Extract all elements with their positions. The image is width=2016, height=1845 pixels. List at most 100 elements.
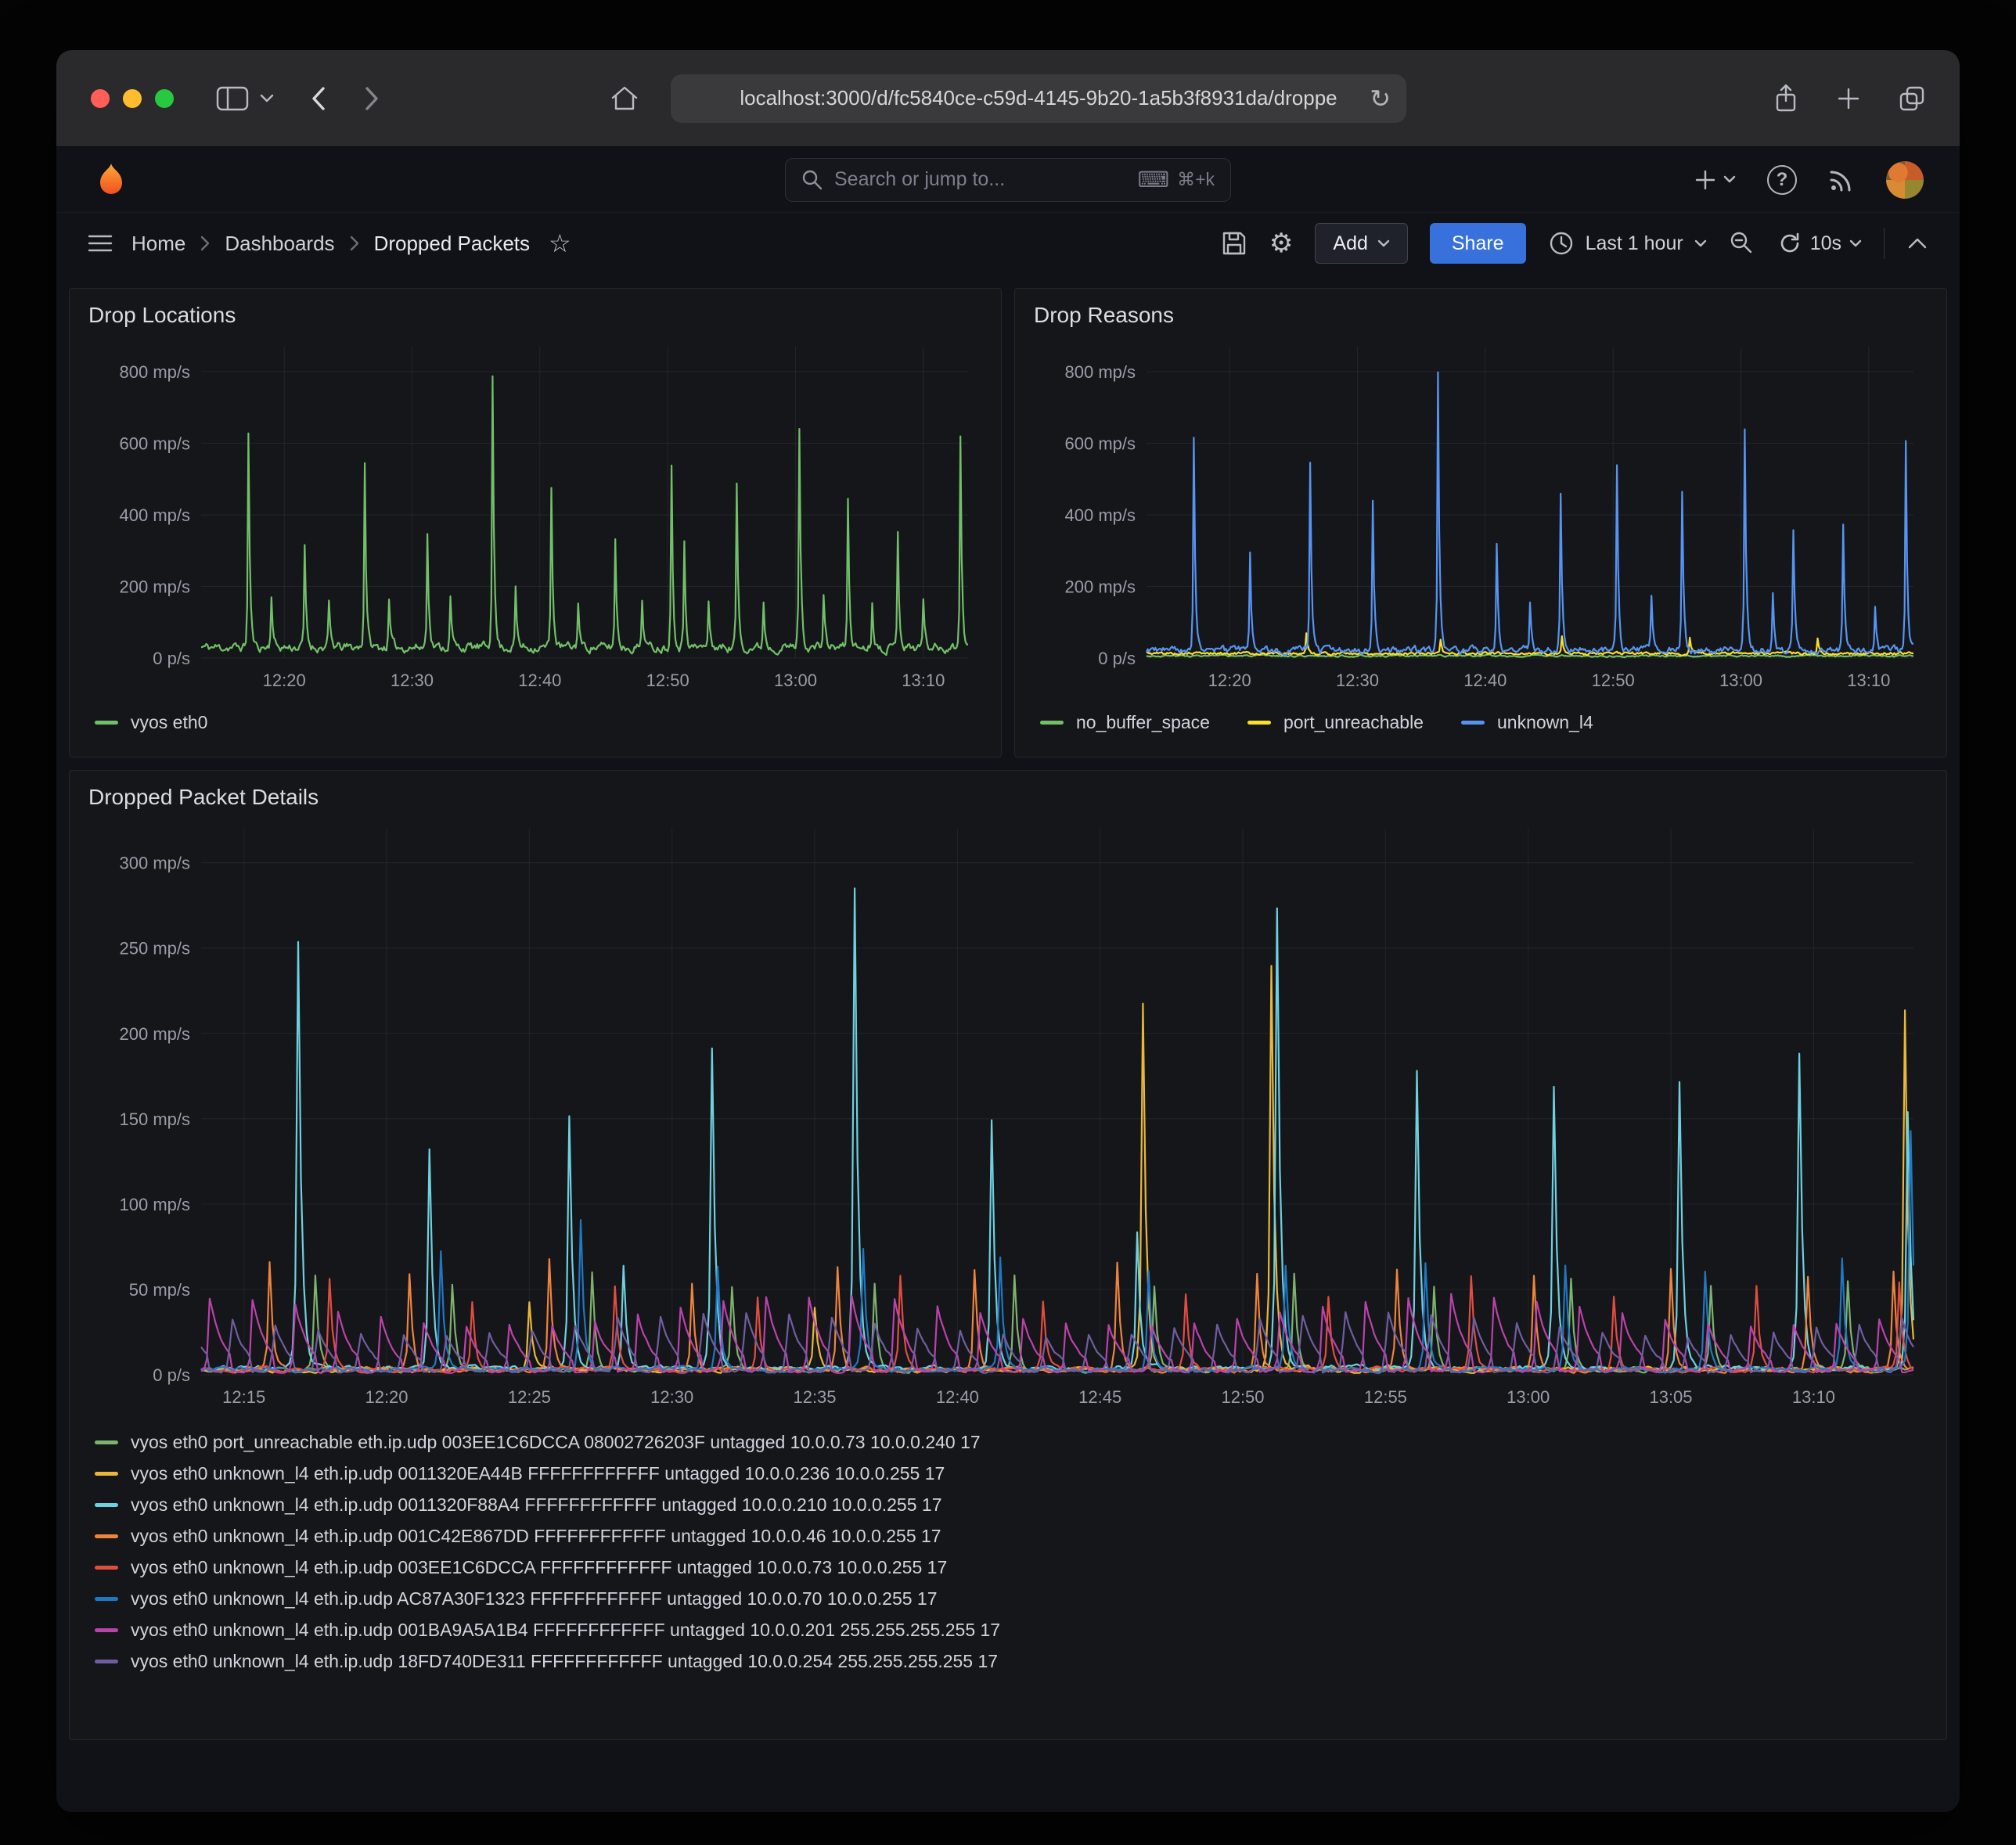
search-box[interactable]: ⌨ ⌘+k bbox=[785, 157, 1231, 202]
svg-text:400 mp/s: 400 mp/s bbox=[120, 505, 191, 525]
svg-text:300 mp/s: 300 mp/s bbox=[120, 854, 191, 873]
breadcrumb-current[interactable]: Dropped Packets bbox=[373, 231, 531, 255]
url-text: localhost:3000/d/fc5840ce-c59d-4145-9b20… bbox=[740, 86, 1337, 110]
favorite-star-icon[interactable]: ☆ bbox=[549, 229, 571, 257]
panel-title[interactable]: Drop Locations bbox=[88, 303, 236, 327]
svg-text:12:40: 12:40 bbox=[518, 671, 561, 690]
search-input[interactable] bbox=[834, 168, 1127, 191]
legend-label: vyos eth0 unknown_l4 eth.ip.udp 001BA9A5… bbox=[131, 1619, 1001, 1640]
toolbar-actions: ⚙ Add Share Last 1 hour bbox=[1221, 223, 1928, 264]
svg-text:0 p/s: 0 p/s bbox=[153, 1365, 190, 1385]
gear-icon[interactable]: ⚙ bbox=[1269, 228, 1294, 258]
svg-text:12:50: 12:50 bbox=[1592, 671, 1635, 690]
save-icon[interactable] bbox=[1221, 230, 1247, 257]
legend-item[interactable]: vyos eth0 unknown_l4 eth.ip.udp 003EE1C6… bbox=[95, 1552, 1932, 1583]
svg-text:150 mp/s: 150 mp/s bbox=[120, 1110, 191, 1129]
panel-drop-reasons: Drop Reasons 0 p/s 200 mp/s 400 mp/s 600 mp… bbox=[1014, 288, 1947, 757]
minimize-button[interactable] bbox=[123, 88, 142, 108]
svg-text:13:00: 13:00 bbox=[1507, 1387, 1550, 1407]
drop-reasons-legend: no_buffer_space port_unreachable unknown_l… bbox=[1029, 697, 1932, 738]
new-menu-button[interactable] bbox=[1694, 168, 1736, 192]
svg-text:13:10: 13:10 bbox=[1847, 671, 1890, 690]
series-color-swatch bbox=[95, 1534, 118, 1538]
svg-text:50 mp/s: 50 mp/s bbox=[129, 1280, 190, 1300]
legend-item[interactable]: no_buffer_space bbox=[1040, 707, 1210, 738]
legend-item[interactable]: vyos eth0 port_unreachable eth.ip.udp 00… bbox=[95, 1426, 1932, 1458]
svg-text:12:30: 12:30 bbox=[1336, 671, 1379, 690]
legend-item[interactable]: vyos eth0 unknown_l4 eth.ip.udp AC87A30F… bbox=[95, 1583, 1932, 1614]
svg-text:12:30: 12:30 bbox=[391, 671, 434, 690]
add-button[interactable]: Add bbox=[1315, 223, 1408, 264]
legend-item[interactable]: vyos eth0 unknown_l4 eth.ip.udp 001BA9A5… bbox=[95, 1614, 1932, 1645]
collapse-toolbar-icon[interactable] bbox=[1906, 236, 1928, 250]
legend-item[interactable]: vyos eth0 unknown_l4 eth.ip.udp 0011320E… bbox=[95, 1458, 1932, 1489]
svg-text:12:15: 12:15 bbox=[222, 1387, 265, 1407]
window-controls bbox=[91, 88, 174, 108]
dropped-packet-details-chart[interactable]: 0 p/s 50 mp/s 100 mp/s 150 mp/s 200 mp/s 250 … bbox=[84, 818, 1932, 1414]
share-button[interactable]: Share bbox=[1429, 223, 1526, 264]
clock-icon bbox=[1548, 230, 1575, 257]
svg-text:12:45: 12:45 bbox=[1078, 1387, 1121, 1407]
legend-item[interactable]: port_unreachable bbox=[1247, 707, 1424, 738]
svg-text:200 mp/s: 200 mp/s bbox=[120, 1024, 191, 1044]
forward-button[interactable] bbox=[363, 85, 380, 112]
drop-reasons-chart[interactable]: 0 p/s 200 mp/s 400 mp/s 600 mp/s 800 mp/s 12:… bbox=[1029, 336, 1932, 697]
legend-item[interactable]: vyos eth0 bbox=[95, 707, 207, 738]
breadcrumb-home[interactable]: Home bbox=[131, 231, 186, 255]
panel-title[interactable]: Drop Reasons bbox=[1034, 303, 1174, 327]
time-range-picker[interactable]: Last 1 hour bbox=[1548, 230, 1707, 257]
menu-icon[interactable] bbox=[88, 234, 113, 253]
svg-text:800 mp/s: 800 mp/s bbox=[1065, 362, 1136, 382]
user-avatar[interactable] bbox=[1886, 160, 1924, 199]
svg-text:13:00: 13:00 bbox=[774, 671, 817, 690]
svg-text:12:20: 12:20 bbox=[1208, 671, 1251, 690]
series-color-swatch bbox=[1247, 720, 1271, 725]
dashboard-toolbar: Home Dashboards Dropped Packets ☆ ⚙ Add bbox=[56, 213, 1960, 274]
dropped-packet-details-legend: vyos eth0 port_unreachable eth.ip.udp 00… bbox=[84, 1414, 1932, 1677]
panel-title[interactable]: Dropped Packet Details bbox=[88, 785, 319, 809]
url-field[interactable]: localhost:3000/d/fc5840ce-c59d-4145-9b20… bbox=[671, 74, 1406, 123]
svg-text:400 mp/s: 400 mp/s bbox=[1065, 505, 1136, 525]
help-button[interactable]: ? bbox=[1767, 164, 1797, 195]
series-color-swatch bbox=[95, 1627, 118, 1632]
svg-text:13:05: 13:05 bbox=[1649, 1387, 1692, 1407]
plus-icon bbox=[1694, 168, 1717, 192]
legend-label: vyos eth0 unknown_l4 eth.ip.udp 0011320E… bbox=[131, 1462, 945, 1484]
legend-item[interactable]: vyos eth0 unknown_l4 eth.ip.udp 001C42E8… bbox=[95, 1520, 1932, 1552]
legend-label: vyos eth0 unknown_l4 eth.ip.udp 18FD740D… bbox=[131, 1650, 999, 1671]
svg-text:12:30: 12:30 bbox=[650, 1387, 693, 1407]
browser-nav bbox=[216, 85, 380, 112]
home-icon[interactable] bbox=[610, 85, 639, 113]
refresh-icon bbox=[1777, 231, 1802, 256]
chevron-down-icon bbox=[1849, 239, 1862, 248]
close-button[interactable] bbox=[91, 88, 110, 108]
refresh-button[interactable]: 10s bbox=[1777, 231, 1862, 256]
legend-label: no_buffer_space bbox=[1076, 711, 1210, 732]
legend-item[interactable]: unknown_l4 bbox=[1460, 707, 1593, 738]
reload-icon[interactable]: ↻ bbox=[1370, 84, 1391, 113]
svg-text:12:40: 12:40 bbox=[1463, 671, 1507, 690]
svg-text:800 mp/s: 800 mp/s bbox=[120, 362, 191, 382]
svg-text:12:25: 12:25 bbox=[508, 1387, 551, 1407]
breadcrumb-dashboards[interactable]: Dashboards bbox=[225, 231, 335, 255]
sidebar-icon[interactable] bbox=[216, 86, 249, 111]
chevron-down-icon[interactable] bbox=[260, 94, 274, 103]
series-color-swatch bbox=[1460, 720, 1485, 725]
zoom-button[interactable] bbox=[155, 88, 174, 108]
zoom-out-icon[interactable] bbox=[1729, 230, 1755, 257]
legend-label: vyos eth0 bbox=[131, 711, 208, 732]
new-tab-icon[interactable] bbox=[1836, 86, 1861, 111]
share-icon[interactable] bbox=[1773, 83, 1798, 114]
back-button[interactable] bbox=[310, 85, 327, 112]
legend-item[interactable]: vyos eth0 unknown_l4 eth.ip.udp 18FD740D… bbox=[95, 1645, 1932, 1677]
grafana-logo[interactable] bbox=[92, 161, 130, 199]
legend-item[interactable]: vyos eth0 unknown_l4 eth.ip.udp 0011320F… bbox=[95, 1489, 1932, 1520]
breadcrumb: Home Dashboards Dropped Packets ☆ bbox=[131, 228, 571, 258]
tab-overview-icon[interactable] bbox=[1899, 85, 1925, 112]
browser-chrome: localhost:3000/d/fc5840ce-c59d-4145-9b20… bbox=[56, 50, 1960, 147]
legend-label: vyos eth0 port_unreachable eth.ip.udp 00… bbox=[131, 1431, 981, 1452]
add-button-label: Add bbox=[1333, 232, 1368, 254]
news-icon[interactable] bbox=[1828, 167, 1855, 193]
svg-text:250 mp/s: 250 mp/s bbox=[120, 939, 191, 958]
drop-locations-chart[interactable]: 0 p/s 200 mp/s 400 mp/s 600 mp/s 800 mp/s 12:… bbox=[84, 336, 987, 697]
